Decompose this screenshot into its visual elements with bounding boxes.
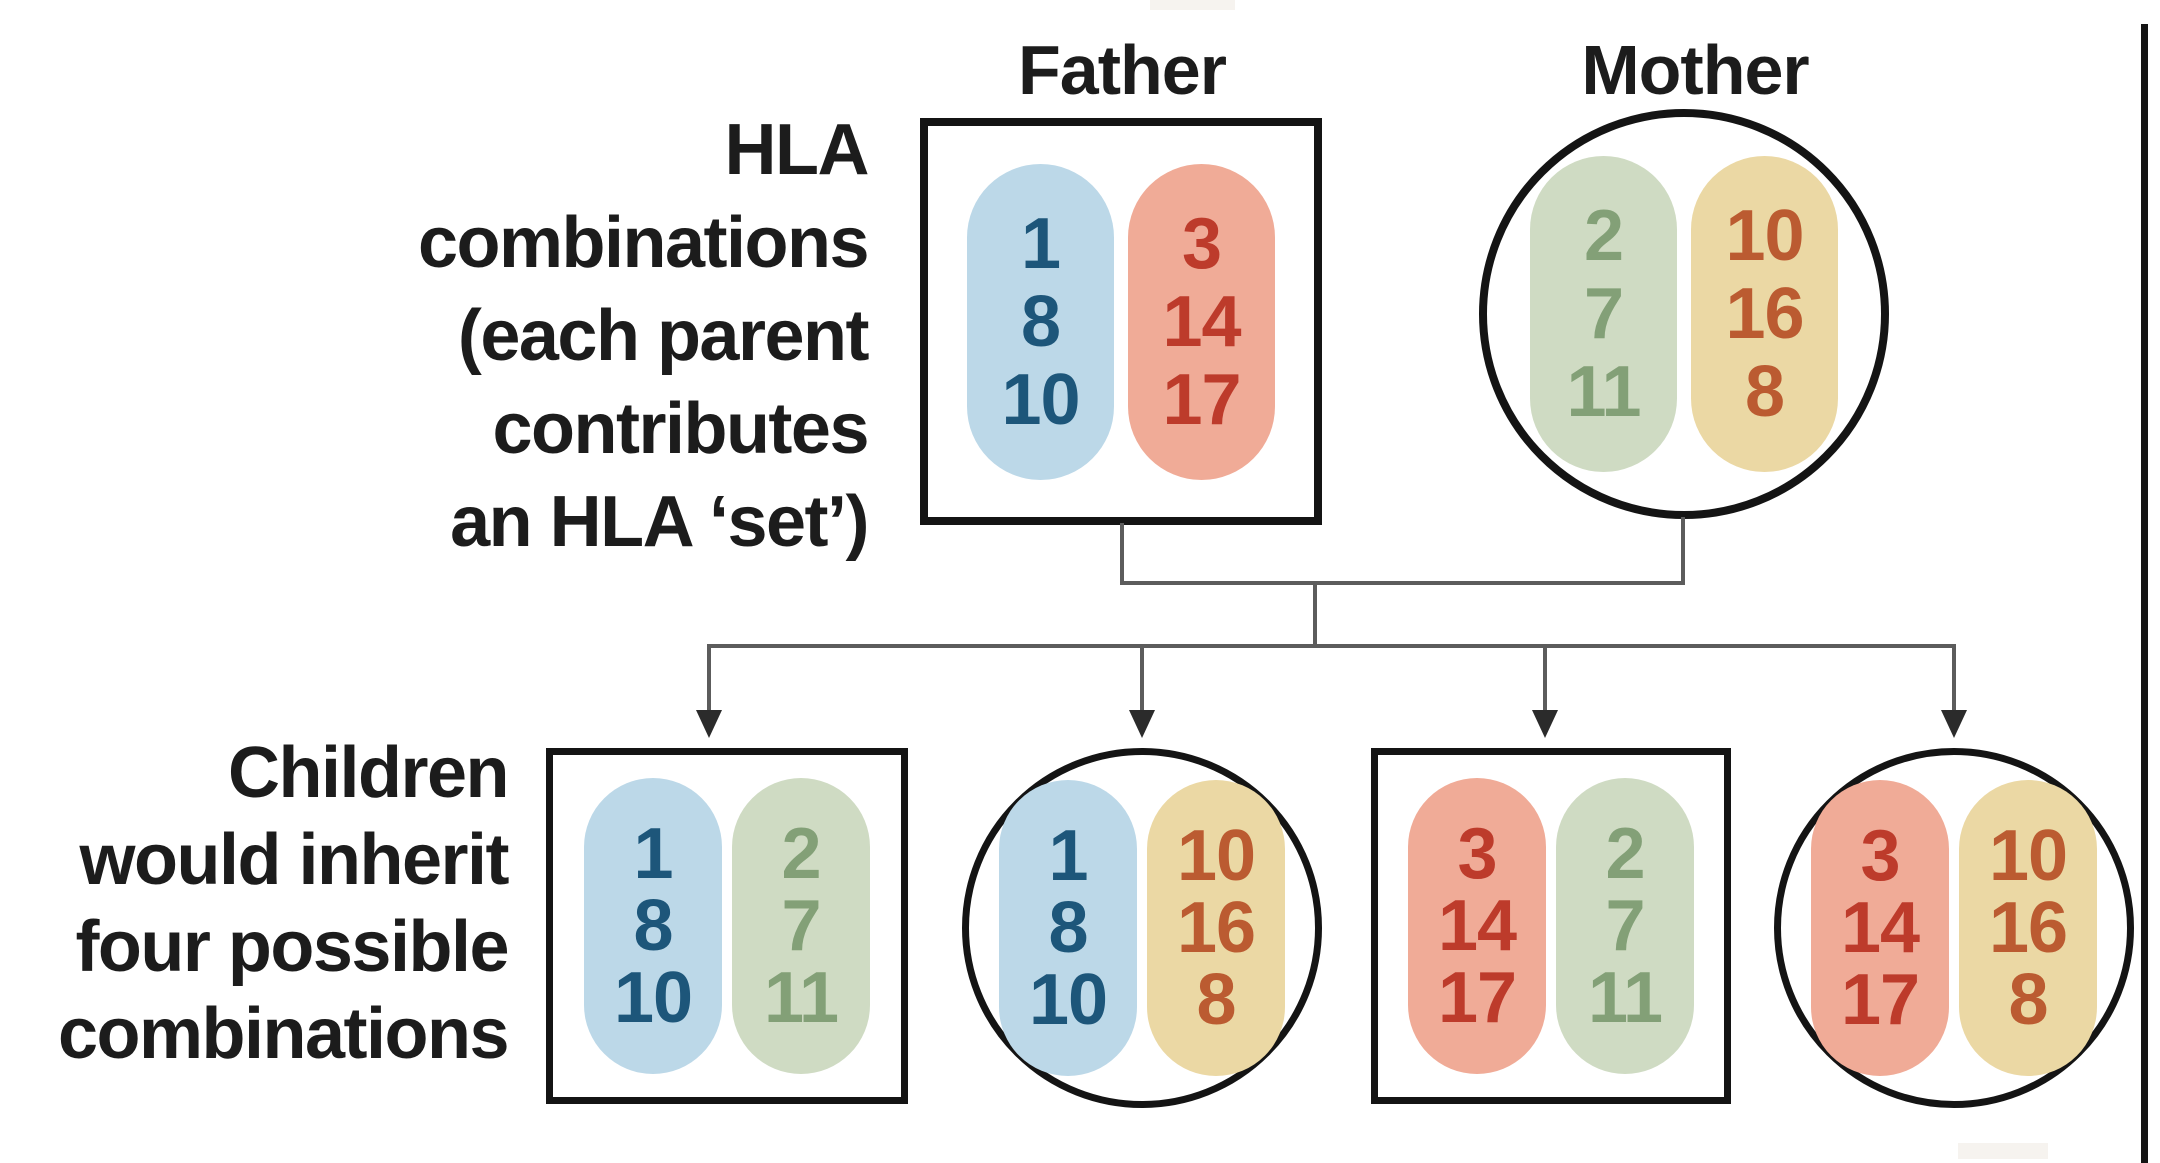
down-arrow-icon	[1129, 710, 1155, 738]
mother-label: Mother	[1581, 31, 1809, 109]
down-arrow-icon	[1532, 710, 1558, 738]
hla-set-numbers: 1 8 10	[613, 814, 693, 1038]
child-3-hla-set-pill-red: 3 14 17	[1408, 778, 1546, 1074]
hla-set-numbers: 2 7 11	[763, 814, 839, 1038]
hla-set-numbers: 10 16 8	[1176, 816, 1256, 1040]
cropped-artifact-bottom	[1958, 1143, 2048, 1159]
child-4-circle: 3 14 17 10 16 8	[1774, 748, 2134, 1108]
hla-set-numbers: 2 7 11	[1566, 196, 1641, 432]
hla-set-numbers: 3 14 17	[1162, 203, 1241, 440]
father-hla-set-pill-blue: 1 8 10	[967, 163, 1114, 480]
father-box: 1 8 10 3 14 17	[920, 118, 1322, 525]
child-4-hla-set-pill-red: 3 14 17	[1811, 780, 1949, 1076]
cropped-artifact-top	[1150, 0, 1235, 10]
hla-set-numbers: 3 14 17	[1840, 816, 1920, 1040]
hla-set-numbers: 10 16 8	[1725, 196, 1804, 432]
children-inherit-note: Children would inherit four possible com…	[57, 733, 510, 1074]
father-connector-line	[1120, 523, 1124, 583]
down-arrow-icon	[696, 710, 722, 738]
mother-hla-set-pill-tan: 10 16 8	[1691, 156, 1838, 472]
child-2-connector-line	[1140, 644, 1144, 712]
child-3-box: 3 14 17 2 7 11	[1371, 748, 1731, 1104]
mother-hla-set-pill-green: 2 7 11	[1530, 156, 1677, 472]
hla-set-numbers: 2 7 11	[1587, 814, 1663, 1038]
parents-join-line	[1120, 581, 1685, 585]
child-4-connector-line	[1952, 644, 1956, 712]
child-3-hla-set-pill-green: 2 7 11	[1556, 778, 1694, 1074]
father-hla-set-pill-red: 3 14 17	[1128, 163, 1275, 480]
hla-combinations-note: HLA combinations (each parent contribute…	[417, 110, 870, 562]
father-label: Father	[1018, 31, 1227, 109]
child-1-hla-set-pill-green: 2 7 11	[732, 778, 870, 1074]
hla-set-numbers: 10 16 8	[1988, 816, 2068, 1040]
mother-connector-line	[1681, 517, 1685, 583]
child-1-connector-line	[707, 644, 711, 712]
child-2-hla-sets: 1 8 10 10 16 8	[999, 780, 1285, 1076]
child-3-connector-line	[1543, 644, 1547, 712]
child-1-box: 1 8 10 2 7 11	[546, 748, 908, 1104]
children-distribution-line	[707, 644, 1956, 648]
child-3-hla-sets: 3 14 17 2 7 11	[1408, 778, 1694, 1074]
down-arrow-icon	[1941, 710, 1967, 738]
child-4-hla-set-pill-tan: 10 16 8	[1959, 780, 2097, 1076]
child-1-hla-sets: 1 8 10 2 7 11	[584, 778, 870, 1074]
panel-divider-line	[2141, 24, 2148, 1163]
father-hla-sets: 1 8 10 3 14 17	[967, 163, 1275, 480]
child-1-hla-set-pill-blue: 1 8 10	[584, 778, 722, 1074]
mother-circle: 2 7 11 10 16 8	[1479, 109, 1889, 519]
child-2-hla-set-pill-tan: 10 16 8	[1147, 780, 1285, 1076]
parents-drop-line	[1313, 581, 1317, 646]
child-2-hla-set-pill-blue: 1 8 10	[999, 780, 1137, 1076]
hla-set-numbers: 1 8 10	[1028, 816, 1108, 1040]
mother-hla-sets: 2 7 11 10 16 8	[1530, 156, 1838, 472]
child-4-hla-sets: 3 14 17 10 16 8	[1811, 780, 2097, 1076]
hla-set-numbers: 3 14 17	[1437, 814, 1517, 1038]
hla-set-numbers: 1 8 10	[1001, 203, 1080, 440]
child-2-circle: 1 8 10 10 16 8	[962, 748, 1322, 1108]
